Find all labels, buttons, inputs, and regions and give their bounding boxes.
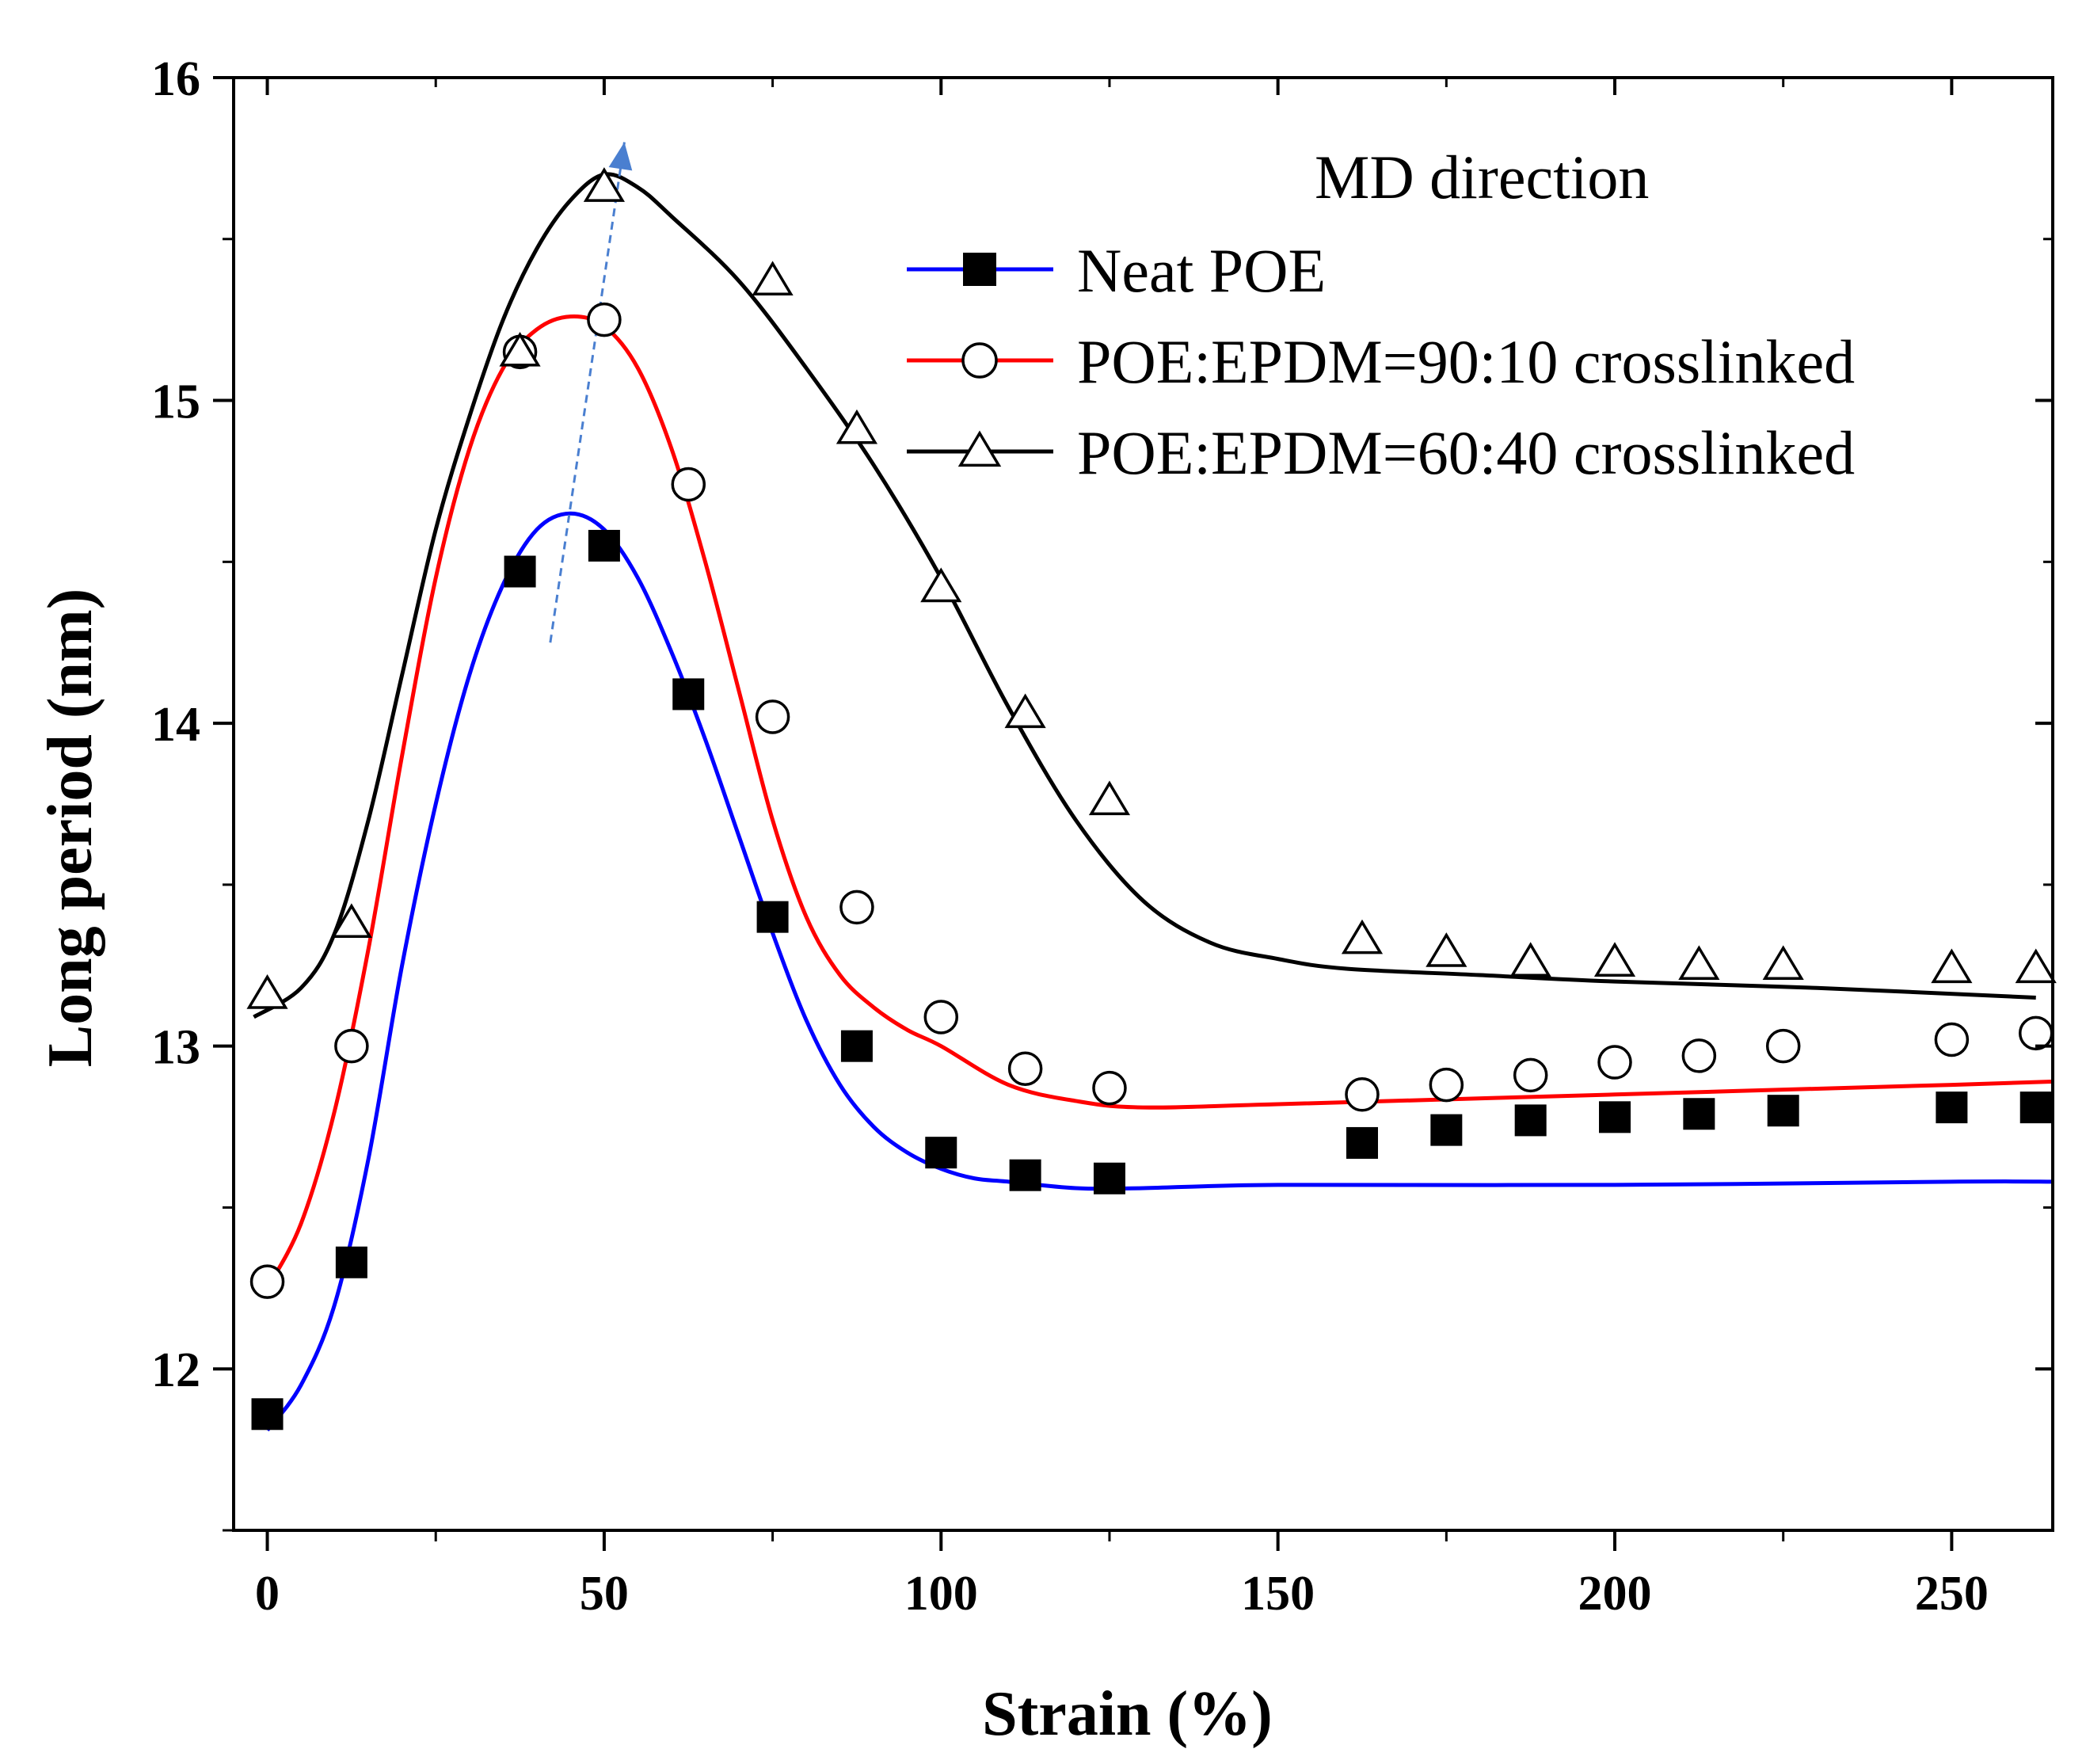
neat-poe-point bbox=[1683, 1098, 1715, 1130]
neat-poe-point bbox=[1514, 1104, 1547, 1137]
poe-epdm-90-10-point bbox=[334, 1028, 369, 1064]
neat-poe-point bbox=[1599, 1101, 1631, 1133]
poe-epdm-60-40-point bbox=[1341, 919, 1384, 954]
legend: Neat POE POE:EPDM=90:10 crosslinked POE:EP… bbox=[907, 236, 1855, 487]
neat-poe-point bbox=[1936, 1092, 1968, 1124]
poe-epdm-90-10-point bbox=[1345, 1077, 1380, 1112]
poe-epdm-60-40-point bbox=[920, 567, 962, 603]
poe-epdm-90-10-point bbox=[1007, 1051, 1043, 1086]
poe-epdm-60-40-point bbox=[1762, 945, 1804, 981]
plot-area-frame bbox=[232, 76, 2054, 1532]
poe-epdm-60-40-point bbox=[752, 261, 794, 296]
poe-epdm-90-10-point bbox=[671, 467, 706, 502]
trend-arrow-shaft bbox=[549, 142, 626, 643]
x-tick-label: 200 bbox=[1578, 1567, 1652, 1621]
neat-poe-point bbox=[1346, 1126, 1378, 1159]
x-tick-label: 0 bbox=[255, 1567, 280, 1621]
neat-poe-point bbox=[1430, 1114, 1463, 1146]
trend-arrow bbox=[549, 142, 633, 643]
poe-epdm-90-10-point bbox=[1429, 1067, 1464, 1103]
poe-epdm-60-40-point bbox=[1593, 942, 1636, 977]
legend-entry-poe-epdm-90-10: POE:EPDM=90:10 crosslinked bbox=[907, 327, 1855, 396]
poe-epdm-60-40-point bbox=[583, 167, 625, 202]
neat-poe-point bbox=[335, 1246, 367, 1278]
data-markers bbox=[246, 167, 2057, 1431]
poe-epdm-60-40-point bbox=[1678, 945, 1720, 981]
trend-arrow-head bbox=[608, 142, 633, 171]
poe-epdm-90-10-point bbox=[587, 302, 622, 337]
x-tick-label: 150 bbox=[1241, 1567, 1315, 1621]
y-tick-label: 14 bbox=[151, 698, 200, 752]
legend-label: Neat POE bbox=[1077, 236, 1326, 305]
poe-epdm-60-40-point bbox=[330, 903, 372, 939]
poe-epdm-90-10-point bbox=[1765, 1028, 1801, 1064]
poe-epdm-90-10-point bbox=[1513, 1057, 1548, 1093]
x-axis: 0 50 100 150 200 250 bbox=[255, 78, 1989, 1621]
poe-epdm-60-40-point bbox=[499, 332, 541, 367]
legend-entry-neat-poe: Neat POE bbox=[907, 236, 1326, 305]
legend-marker bbox=[957, 430, 1002, 467]
legend-label: POE:EPDM=60:40 crosslinked bbox=[1077, 418, 1855, 487]
neat-poe-fit-line bbox=[265, 511, 2054, 1432]
y-tick-label: 12 bbox=[151, 1343, 200, 1397]
poe-epdm-60-40-point bbox=[1088, 780, 1131, 816]
poe-epdm-90-10-point bbox=[923, 1000, 959, 1034]
poe-epdm-60-40-point bbox=[1509, 942, 1551, 977]
poe-epdm-90-10-point bbox=[1597, 1045, 1632, 1080]
legend-entry-poe-epdm-60-40: POE:EPDM=60:40 crosslinked bbox=[907, 418, 1855, 487]
poe-epdm-60-40-point bbox=[246, 974, 288, 1009]
neat-poe-point bbox=[756, 901, 789, 933]
poe-epdm-90-10-fit-line bbox=[265, 314, 2054, 1290]
y-tick-label: 15 bbox=[151, 375, 200, 429]
y-axis: 12 13 14 15 16 bbox=[151, 52, 2053, 1532]
poe-epdm-60-40-point bbox=[2015, 948, 2057, 984]
poe-epdm-60-40-point bbox=[1426, 932, 1467, 967]
y-tick-label: 13 bbox=[151, 1021, 200, 1075]
y-tick-label: 16 bbox=[151, 52, 200, 106]
fit-curves bbox=[253, 172, 2054, 1432]
poe-epdm-90-10-point bbox=[2018, 1015, 2054, 1051]
poe-epdm-60-40-fit-line bbox=[253, 172, 2036, 1019]
neat-poe-point bbox=[1093, 1162, 1125, 1194]
poe-epdm-90-10-point bbox=[1092, 1070, 1127, 1106]
neat-poe-point bbox=[1009, 1159, 1041, 1191]
poe-epdm-60-40-point bbox=[1004, 693, 1046, 729]
x-tick-label: 100 bbox=[904, 1567, 978, 1621]
neat-poe-point bbox=[672, 678, 705, 711]
poe-epdm-90-10-point bbox=[839, 890, 874, 925]
x-axis-title: Strain (%) bbox=[982, 1679, 1273, 1749]
y-axis-title: Long period (nm) bbox=[36, 589, 105, 1068]
md-direction-annotation: MD direction bbox=[1315, 143, 1649, 211]
x-tick-label: 250 bbox=[1915, 1567, 1989, 1621]
poe-epdm-60-40-point bbox=[836, 409, 878, 444]
poe-epdm-90-10-point bbox=[1681, 1038, 1717, 1073]
poe-epdm-90-10-point bbox=[1934, 1022, 1970, 1057]
neat-poe-point bbox=[504, 555, 536, 588]
poe-epdm-90-10-point bbox=[755, 699, 790, 734]
legend-marker bbox=[961, 342, 998, 379]
legend-marker bbox=[963, 253, 996, 286]
neat-poe-point bbox=[588, 529, 620, 562]
neat-poe-point bbox=[2019, 1092, 2052, 1124]
x-tick-label: 50 bbox=[580, 1567, 629, 1621]
neat-poe-point bbox=[251, 1398, 284, 1431]
neat-poe-point bbox=[925, 1137, 957, 1169]
poe-epdm-60-40-point bbox=[1931, 948, 1973, 984]
legend-label: POE:EPDM=90:10 crosslinked bbox=[1077, 327, 1855, 396]
neat-poe-point bbox=[840, 1030, 873, 1062]
neat-poe-point bbox=[1767, 1095, 1799, 1127]
poe-epdm-90-10-point bbox=[249, 1264, 285, 1299]
